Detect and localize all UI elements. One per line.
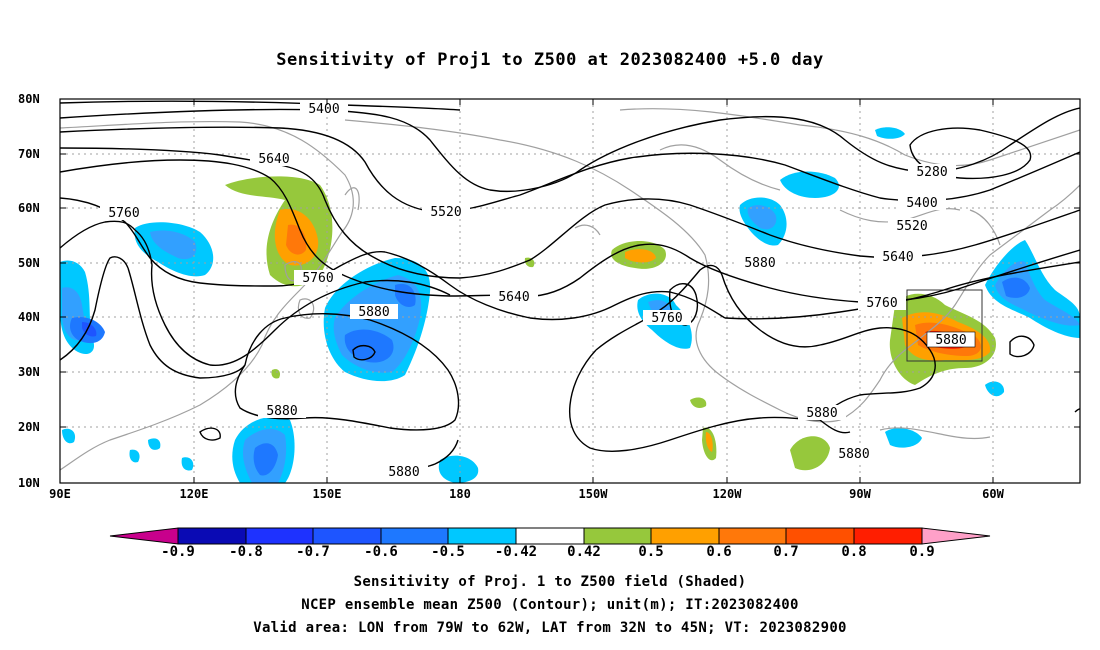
lat-label: 60N	[18, 201, 40, 215]
lon-label: 120W	[712, 487, 742, 501]
colorbar-label: -0.6	[364, 544, 398, 560]
colorbar-label: 0.6	[706, 544, 732, 560]
caption-line-2: NCEP ensemble mean Z500 (Contour); unit(…	[301, 597, 799, 613]
lon-label: 90W	[849, 487, 871, 501]
contour-label: 5400	[898, 195, 946, 211]
lat-label: 80N	[18, 92, 40, 106]
colorbar-label: 0.9	[909, 544, 935, 560]
lat-label: 20N	[18, 420, 40, 434]
contour-label-text: 5760	[651, 311, 682, 326]
colorbar-under-triangle	[109, 527, 179, 545]
colorbar-bin	[718, 527, 787, 545]
colorbar-bin	[177, 527, 247, 545]
contour-label: 5640	[874, 249, 922, 265]
contour-label-text: 5520	[896, 219, 927, 234]
colorbar-bin	[853, 527, 923, 545]
contour-label-text: 5760	[302, 271, 333, 286]
contour-label-text: 5760	[108, 206, 139, 221]
contour-label-text: 5640	[882, 250, 913, 265]
colorbar	[109, 527, 991, 545]
colorbar-label: -0.8	[229, 544, 263, 560]
contour-label: 5760	[858, 295, 906, 311]
contour-label-text: 5880	[266, 404, 297, 419]
contour-label: 5880	[350, 304, 398, 320]
lon-label: 150E	[312, 487, 342, 501]
contour-label: 5880	[380, 464, 428, 480]
contour-label: 5400	[300, 101, 348, 117]
contour-label: 5640	[490, 289, 538, 305]
colorbar-bin	[583, 527, 652, 545]
grid	[60, 99, 1080, 483]
lon-label: 150W	[578, 487, 608, 501]
contour-label: 5520	[422, 204, 470, 220]
contour-label-text: 5880	[358, 305, 389, 320]
colorbar-label: -0.7	[296, 544, 330, 560]
contour-label-text: 5640	[258, 152, 289, 167]
colorbar-label: -0.42	[494, 544, 538, 560]
lat-label: 30N	[18, 365, 40, 379]
contour-label-text: 5400	[308, 102, 339, 117]
colorbar-bin	[447, 527, 517, 545]
contour-label: 5760	[100, 205, 148, 221]
map-title: Sensitivity of Proj1 to Z500 at 20230824…	[276, 50, 824, 70]
colorbar-label: -0.9	[161, 544, 195, 560]
contour-label-text: 5880	[806, 406, 837, 421]
contour-label: 5520	[888, 218, 936, 234]
colorbar-bin	[245, 527, 314, 545]
contour-label: 5880	[830, 446, 878, 462]
contour-label-text: 5520	[430, 205, 461, 220]
map-frame	[59, 98, 1081, 484]
contour-label: 5880	[736, 255, 784, 271]
colorbar-over-triangle	[921, 527, 991, 545]
contour-label: 5760	[294, 270, 342, 286]
caption-line-1: Sensitivity of Proj. 1 to Z500 field (Sh…	[353, 574, 747, 590]
colorbar-bin	[380, 527, 449, 545]
colorbar-label: 0.7	[773, 544, 799, 560]
colorbar-label: -0.5	[431, 544, 465, 560]
contour-labels: 5280 5400 5400 5520 5520 5640 5640 5640 …	[100, 101, 976, 480]
contour-label-text: 5880	[935, 333, 966, 348]
lat-label: 40N	[18, 310, 40, 324]
lon-label: 120E	[179, 487, 209, 501]
colorbar-label: 0.5	[638, 544, 664, 560]
tick-marks	[60, 98, 1080, 484]
contour-label: 5880	[798, 405, 846, 421]
lon-label: 180	[449, 487, 471, 501]
contour-label-text: 5880	[744, 256, 775, 271]
lat-label: 10N	[18, 476, 40, 490]
colorbar-bin	[785, 527, 855, 545]
contour-label-text: 5760	[866, 296, 897, 311]
contour-label: 5280	[908, 164, 956, 180]
lon-label: 90E	[49, 487, 71, 501]
lat-label: 50N	[18, 256, 40, 270]
contour-label-text: 5280	[916, 165, 947, 180]
colorbar-label: 0.42	[567, 544, 601, 560]
colorbar-label: 0.8	[841, 544, 867, 560]
contour-label: 5880	[258, 403, 306, 419]
contour-label-text: 5640	[498, 290, 529, 305]
contour-label: 5880	[926, 331, 976, 348]
colorbar-bin	[650, 527, 720, 545]
colorbar-bin	[515, 527, 585, 545]
lat-label: 70N	[18, 147, 40, 161]
lon-label: 60W	[982, 487, 1004, 501]
z500-contours	[60, 100, 1080, 479]
contour-label-text: 5400	[906, 196, 937, 211]
contour-label-text: 5880	[838, 447, 869, 462]
contour-label: 5640	[250, 151, 298, 167]
colorbar-bin	[312, 527, 382, 545]
caption-line-3: Valid area: LON from 79W to 62W, LAT fro…	[253, 620, 847, 636]
contour-label-text: 5880	[388, 465, 419, 480]
contour-label: 5760	[643, 310, 691, 326]
